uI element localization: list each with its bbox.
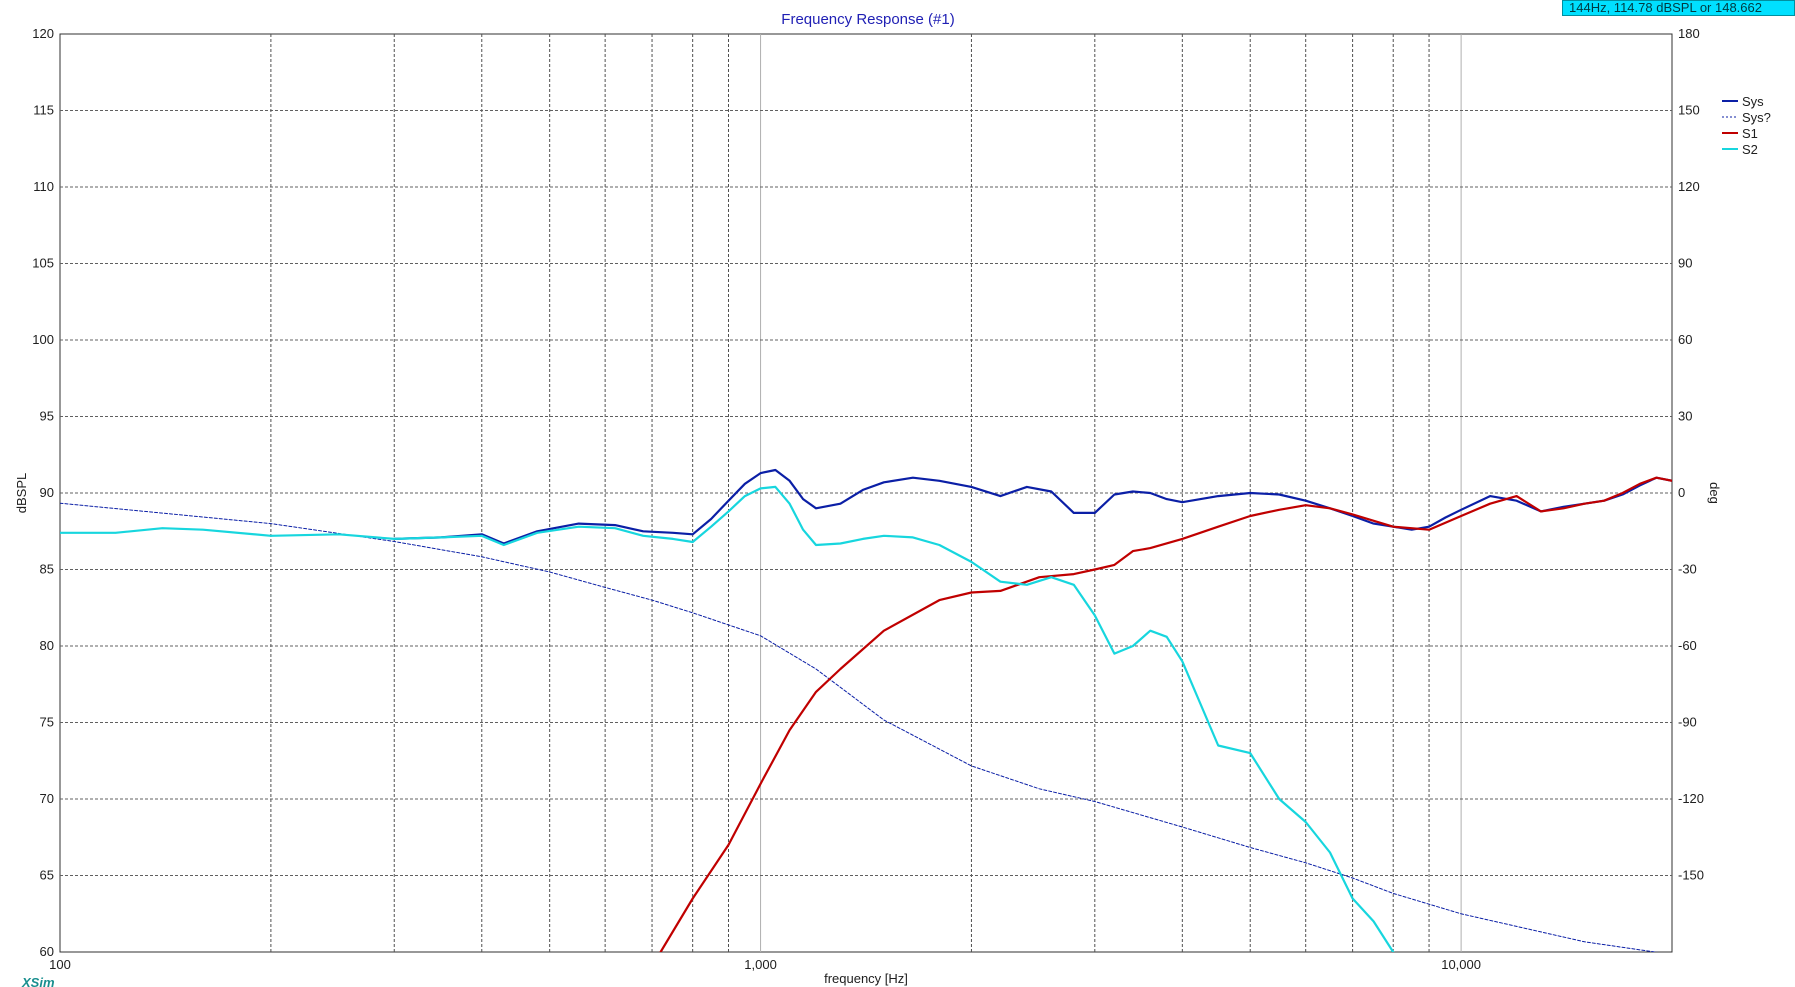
xsim-watermark: XSim <box>21 975 55 987</box>
x-axis-label: frequency [Hz] <box>824 971 908 986</box>
legend-label: Sys <box>1742 94 1764 109</box>
y2-tick-label: -150 <box>1678 868 1704 883</box>
y2-tick-label: 120 <box>1678 179 1700 194</box>
y2-tick-label: 30 <box>1678 409 1692 424</box>
y-tick-label: 70 <box>40 791 54 806</box>
legend-label: Sys? <box>1742 110 1771 125</box>
y2-tick-label: -60 <box>1678 638 1697 653</box>
y-tick-label: 120 <box>32 26 54 41</box>
y-tick-label: 65 <box>40 868 54 883</box>
series-line-s1 <box>659 476 1672 952</box>
legend-label: S2 <box>1742 142 1758 157</box>
y2-tick-label: -120 <box>1678 791 1704 806</box>
y2-tick-label: 90 <box>1678 256 1692 271</box>
series-lines <box>60 468 1672 952</box>
y-tick-label: 80 <box>40 638 54 653</box>
chart-title: Frequency Response (#1) <box>781 11 954 28</box>
y-axis-label: dBSPL <box>14 473 29 513</box>
y-tick-label: 100 <box>32 332 54 347</box>
y2-tick-label: 60 <box>1678 332 1692 347</box>
y2-tick-label: -30 <box>1678 562 1697 577</box>
y2-tick-label: -90 <box>1678 715 1697 730</box>
y-tick-label: 95 <box>40 409 54 424</box>
y-tick-label: 75 <box>40 715 54 730</box>
legend-label: S1 <box>1742 126 1758 141</box>
y-tick-label: 105 <box>32 256 54 271</box>
series-line-sys <box>393 468 1672 545</box>
x-tick-label: 10,000 <box>1441 957 1481 972</box>
y-tick-label: 115 <box>33 103 54 118</box>
y2-axis-label: deg <box>1707 482 1722 504</box>
y2-tick-label: 180 <box>1678 26 1700 41</box>
y2-tick-label: 0 <box>1678 485 1685 500</box>
y-tick-label: 110 <box>33 179 54 194</box>
tick-labels: 60 65 70 75 80 85 90 95 100 105 110 115 120 -150 -120 -… <box>32 26 1704 972</box>
x-tick-label: 100 <box>49 957 71 972</box>
y2-tick-label: 150 <box>1678 103 1700 118</box>
y-tick-label: 90 <box>40 485 54 500</box>
y-tick-label: 60 <box>40 944 54 959</box>
y-tick-label: 85 <box>40 562 54 577</box>
series-line-sys <box>60 502 1659 952</box>
cursor-readout: 144Hz, 114.78 dBSPL or 148.662 <box>1562 0 1795 16</box>
x-tick-label: 1,000 <box>744 957 777 972</box>
series-line-s2 <box>60 485 1395 952</box>
